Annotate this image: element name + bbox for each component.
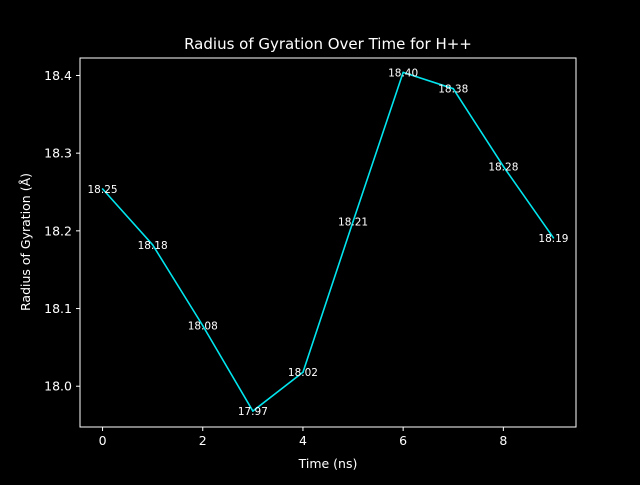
plot-area: 0 2 4 6 8 18.0 18.1 18.2 18.3 18.4 18.25 18.18 18.08… [44,67,568,448]
x-tick-label: 8 [499,433,507,448]
x-axis-title: Time (ns) [298,456,358,471]
y-axis-title: Radius of Gyration (Å) [18,173,33,311]
data-point [252,410,254,412]
y-tick-label: 18.1 [44,301,72,316]
data-label: 18.38 [438,84,468,96]
data-point [101,188,104,190]
axes-frame [79,57,577,428]
data-label: 18.40 [388,67,418,79]
x-tick-label: 6 [399,433,407,448]
y-tick-label: 18.3 [44,146,72,161]
data-point [201,324,204,327]
data-point [452,87,455,90]
series-line [101,71,555,412]
data-point [402,71,404,74]
x-tick-label: 4 [299,433,307,448]
data-label: 18.08 [188,321,218,333]
data-label: 17.97 [238,406,268,418]
data-label: 18.25 [88,184,118,196]
chart-title: Radius of Gyration Over Time for H++ [184,35,472,53]
data-point [552,237,555,239]
x-tick-label: 2 [199,433,207,448]
data-label: 18.28 [488,161,518,173]
y-tick-label: 18.0 [44,379,72,394]
data-label: 18.18 [138,240,168,252]
data-point [151,244,154,246]
y-tick-label: 18.4 [44,68,72,83]
data-label: 18.02 [288,367,318,379]
data-point [502,165,505,168]
x-tick-label: 0 [99,433,107,448]
data-point [302,371,304,374]
data-label: 18.19 [538,233,568,245]
y-tick-label: 18.2 [44,223,72,238]
data-point [352,220,354,223]
data-label: 18.21 [338,217,368,229]
